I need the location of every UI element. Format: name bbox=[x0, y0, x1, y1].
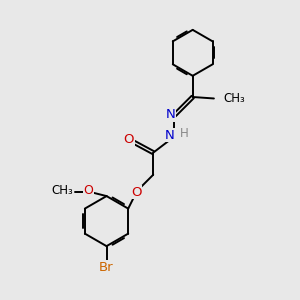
Text: CH₃: CH₃ bbox=[223, 92, 245, 105]
Text: Br: Br bbox=[99, 261, 114, 274]
Text: H: H bbox=[179, 127, 188, 140]
Text: O: O bbox=[131, 186, 142, 199]
Text: O: O bbox=[83, 184, 93, 197]
Text: O: O bbox=[124, 133, 134, 146]
Text: CH₃: CH₃ bbox=[51, 184, 73, 197]
Text: N: N bbox=[165, 108, 175, 121]
Text: N: N bbox=[165, 129, 175, 142]
